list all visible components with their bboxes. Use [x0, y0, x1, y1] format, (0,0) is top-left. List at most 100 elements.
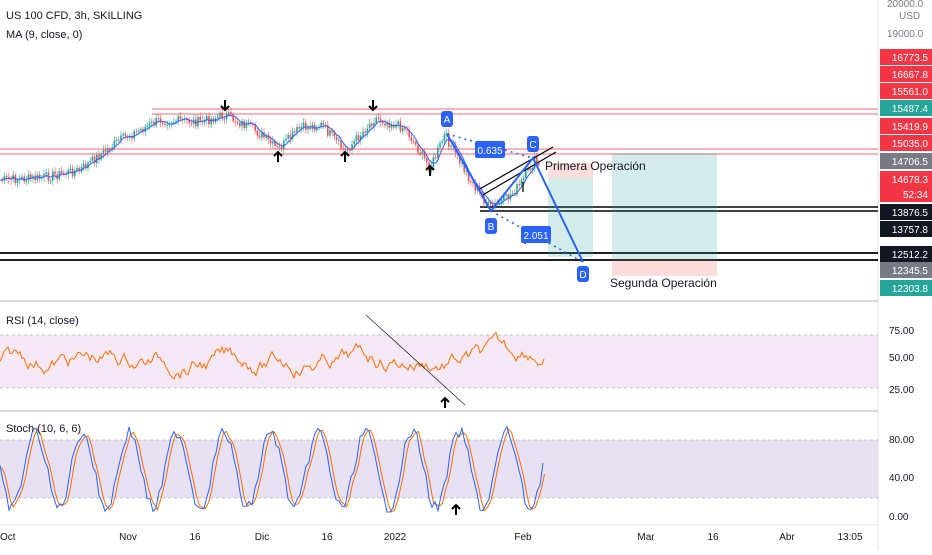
price-candle	[190, 123, 193, 125]
price-candle	[430, 166, 432, 172]
price-candle	[93, 156, 96, 164]
price-candle	[320, 122, 322, 127]
price-candle	[463, 162, 465, 172]
price-candle	[377, 117, 380, 120]
price-candle	[327, 124, 329, 136]
time-axis-label: 16	[707, 532, 719, 543]
price-candle	[113, 140, 116, 148]
price-candle	[69, 168, 72, 171]
svg-text:12345.5: 12345.5	[892, 266, 929, 277]
price-candle	[514, 192, 516, 195]
price-candle	[104, 149, 107, 152]
stoch-legend[interactable]: Stoch (10, 6, 6)	[6, 423, 82, 435]
stoch-axis-label: 0.00	[889, 512, 909, 523]
price-candle	[221, 112, 223, 119]
price-candle	[505, 194, 507, 196]
price-candle	[415, 141, 417, 145]
price-candle	[100, 153, 102, 160]
rsi-legend[interactable]: RSI (14, close)	[6, 315, 79, 327]
price-candle	[511, 192, 514, 195]
price-candle	[256, 130, 259, 136]
price-candle	[89, 160, 91, 163]
price-candle	[335, 136, 338, 141]
price-candle	[393, 124, 395, 128]
price-candle	[157, 118, 160, 120]
price-candle	[272, 141, 274, 144]
time-axis-label: 2022	[384, 532, 407, 543]
price-candle	[49, 180, 52, 182]
time-axis-label: 16	[321, 532, 333, 543]
price-candle	[426, 158, 428, 163]
pattern-point-c: C	[527, 136, 539, 152]
price-candle	[87, 162, 89, 169]
price-candle	[474, 183, 476, 191]
price-candle	[386, 122, 388, 126]
price-candle	[309, 126, 311, 129]
price-candle	[375, 117, 377, 123]
price-candle	[364, 131, 366, 134]
price-candle	[357, 135, 360, 141]
price-candle	[98, 154, 100, 160]
price-candle	[38, 174, 41, 179]
svg-text:16773.5: 16773.5	[892, 53, 929, 64]
price-candle	[153, 121, 155, 126]
price-tag: 16667.8	[880, 66, 932, 82]
price-axis-label: 20000.0	[887, 0, 924, 10]
price-candle	[223, 118, 226, 120]
price-candle	[432, 157, 435, 167]
price-candle	[74, 170, 76, 177]
price-candle	[298, 127, 300, 129]
price-candle	[459, 154, 461, 164]
price-candle	[441, 141, 443, 144]
price-candle	[461, 162, 463, 164]
price-candle	[302, 122, 305, 127]
channel-line	[477, 146, 554, 191]
svg-text:13876.5: 13876.5	[892, 208, 929, 219]
rsi-axis-label: 50.00	[889, 353, 914, 364]
price-candle	[276, 145, 278, 147]
price-candle	[230, 112, 232, 115]
price-candle	[500, 200, 503, 204]
price-candle	[45, 172, 47, 174]
price-candle	[412, 141, 415, 143]
price-candle	[102, 149, 105, 154]
price-candle	[443, 134, 446, 142]
price-candle	[269, 139, 272, 144]
svg-text:D: D	[579, 270, 586, 281]
time-axis-label: 16	[189, 532, 201, 543]
rsi-trendline	[365, 314, 466, 406]
price-candle	[503, 195, 505, 201]
chart-title: US 100 CFD, 3h, SKILLING	[6, 10, 143, 22]
price-tag: 15487.4	[880, 100, 932, 116]
price-candle	[258, 135, 261, 138]
ma-legend[interactable]: MA (9, close, 0)	[6, 29, 83, 41]
price-candle	[91, 156, 94, 161]
svg-text:B: B	[488, 222, 495, 233]
price-candle	[63, 172, 65, 174]
price-candle	[241, 120, 243, 127]
price-tag: 52:34	[880, 186, 932, 202]
price-candle	[245, 122, 248, 128]
pattern-point-b: B	[485, 218, 497, 234]
svg-text:0.635: 0.635	[477, 146, 502, 157]
price-candle	[518, 184, 520, 186]
time-axis-label: Nov	[119, 532, 137, 543]
price-candle	[525, 170, 527, 178]
moving-average-line	[0, 114, 540, 205]
price-candle	[296, 127, 298, 133]
price-candle	[206, 115, 208, 121]
svg-text:52:34: 52:34	[903, 190, 928, 201]
price-candle	[368, 123, 371, 129]
price-candle	[21, 176, 23, 179]
price-candle	[265, 135, 267, 138]
price-candle	[54, 171, 56, 175]
price-candle	[338, 140, 340, 142]
price-candle	[188, 120, 190, 124]
arrow-down-icon	[368, 100, 378, 112]
time-axis-label: Abr	[779, 532, 795, 543]
svg-text:16667.8: 16667.8	[892, 70, 929, 81]
price-candle	[291, 131, 294, 139]
price-candle	[316, 127, 318, 131]
